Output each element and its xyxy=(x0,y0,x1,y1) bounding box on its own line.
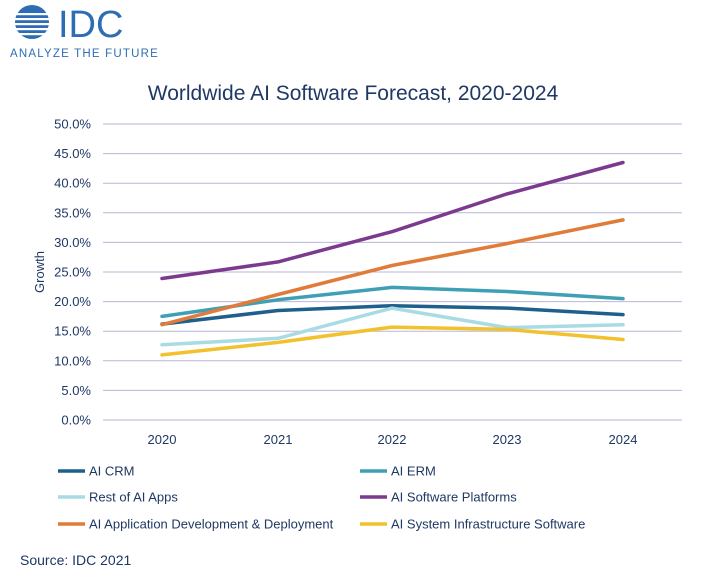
y-tick-label: 35.0% xyxy=(54,205,91,220)
globe-icon xyxy=(14,5,50,39)
x-tick-label: 2020 xyxy=(148,432,177,447)
source-note: Source: IDC 2021 xyxy=(20,552,132,568)
legend-label: AI ERM xyxy=(391,464,436,479)
legend-label: AI Application Development & Deployment xyxy=(89,517,334,532)
chart-title: Worldwide AI Software Forecast, 2020-202… xyxy=(148,82,559,105)
y-tick-label: 0.0% xyxy=(61,413,91,428)
y-tick-label: 10.0% xyxy=(54,353,91,368)
legend: AI CRM AI ERM Rest of AI Apps AI Software P… xyxy=(58,464,585,532)
y-tick-labels: 0.0% 5.0% 10.0% 15.0% 20.0% 25.0% 30.0% 35.0% 40… xyxy=(54,117,91,428)
y-tick-label: 45.0% xyxy=(54,146,91,161)
idc-logo: IDC ANALYZE THE FUTURE xyxy=(10,4,159,60)
series-line xyxy=(160,218,625,327)
logo-tagline: ANALYZE THE FUTURE xyxy=(10,48,159,60)
series-line xyxy=(160,303,625,326)
x-tick-label: 2022 xyxy=(378,432,407,447)
logo-brand: IDC xyxy=(58,4,123,46)
x-tick-label: 2024 xyxy=(609,432,638,447)
y-tick-label: 30.0% xyxy=(54,235,91,250)
y-tick-label: 5.0% xyxy=(61,383,91,398)
series-lines xyxy=(160,160,625,357)
y-tick-label: 25.0% xyxy=(54,265,91,280)
gridlines xyxy=(103,123,682,421)
legend-label: AI CRM xyxy=(89,464,135,479)
x-tick-label: 2021 xyxy=(264,432,293,447)
x-tick-label: 2023 xyxy=(493,432,522,447)
legend-label: Rest of AI Apps xyxy=(89,490,178,505)
y-tick-label: 15.0% xyxy=(54,324,91,339)
y-tick-label: 50.0% xyxy=(54,117,91,132)
legend-label: AI System Infrastructure Software xyxy=(391,517,585,532)
y-tick-label: 40.0% xyxy=(54,176,91,191)
series-line xyxy=(160,160,625,281)
series-line xyxy=(160,325,625,357)
series-line xyxy=(160,306,625,347)
y-axis-label: Growth xyxy=(32,251,47,293)
legend-label: AI Software Platforms xyxy=(391,490,517,505)
x-tick-labels: 2020 2021 2022 2023 2024 xyxy=(148,432,638,447)
y-tick-label: 20.0% xyxy=(54,294,91,309)
